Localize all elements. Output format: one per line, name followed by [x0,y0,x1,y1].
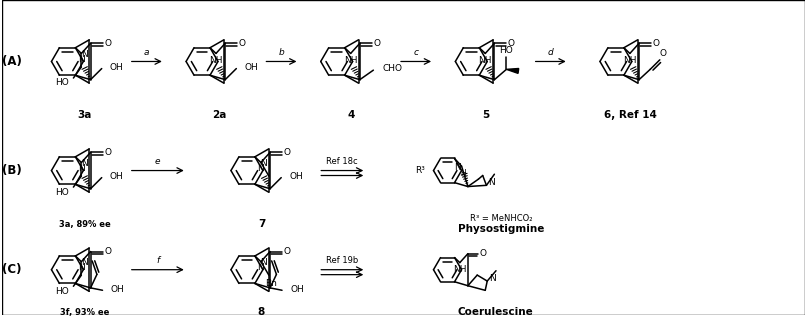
Text: 4: 4 [348,110,355,120]
Text: N: N [261,258,267,267]
Text: 6, Ref 14: 6, Ref 14 [604,110,657,120]
Text: O: O [104,148,111,157]
Text: HO: HO [55,188,68,197]
Text: OH: OH [245,63,258,72]
Text: N: N [81,159,88,168]
Text: N: N [258,164,264,173]
Text: OH: OH [290,285,303,294]
Text: d: d [548,48,554,57]
Text: O: O [374,39,380,48]
Text: c: c [414,48,419,57]
Text: N: N [78,55,85,64]
Text: Bn: Bn [265,279,277,287]
Text: HO: HO [500,46,514,55]
Text: 7: 7 [258,219,265,229]
Text: O: O [653,39,659,48]
Text: N: N [78,263,85,272]
Text: O: O [283,247,291,256]
Text: HO: HO [55,79,68,87]
Text: Ref 18c: Ref 18c [327,157,358,166]
Text: NH: NH [344,56,357,65]
Text: b: b [279,48,284,57]
Text: (A): (A) [2,55,22,68]
Text: 8: 8 [258,307,265,317]
Text: NH: NH [209,56,223,65]
Text: a: a [144,48,150,57]
Text: R³ = MeNHCO₂: R³ = MeNHCO₂ [469,214,532,223]
Text: O: O [283,148,291,157]
Text: (B): (B) [2,164,22,177]
Text: O: O [104,247,111,256]
Text: 2a: 2a [213,110,227,120]
Text: NH: NH [623,56,637,65]
Text: N: N [454,162,461,172]
Text: 5: 5 [482,110,489,120]
Text: 3a, 89% ee: 3a, 89% ee [59,220,111,229]
Text: N: N [488,178,495,187]
Text: OH: OH [109,172,123,181]
Text: e: e [155,157,160,166]
Text: R³: R³ [415,166,424,175]
Text: O: O [659,49,667,59]
Text: NH: NH [453,265,467,274]
Text: H: H [460,169,466,177]
Text: NH: NH [478,56,492,65]
Text: O: O [480,249,487,258]
Text: OH: OH [109,63,123,72]
Text: N: N [489,273,496,283]
Text: N: N [261,159,267,168]
Polygon shape [506,68,518,73]
Text: N: N [81,258,88,267]
Text: Physostigmine: Physostigmine [457,224,544,234]
Text: f: f [156,256,159,265]
Text: O: O [508,39,515,48]
Text: (C): (C) [2,263,22,276]
Text: OH: OH [289,172,303,181]
Text: O: O [104,39,111,48]
Text: HO: HO [55,287,68,296]
Text: N: N [258,263,264,272]
Text: 3a: 3a [78,110,92,120]
Text: OH: OH [110,285,124,294]
Text: Coerulescine: Coerulescine [458,307,534,317]
Text: N: N [78,164,85,173]
Text: Ref 19b: Ref 19b [326,256,358,265]
Text: O: O [238,39,246,48]
Text: CHO: CHO [382,64,402,73]
Text: N: N [81,50,88,59]
Text: 3f, 93% ee: 3f, 93% ee [60,308,109,317]
